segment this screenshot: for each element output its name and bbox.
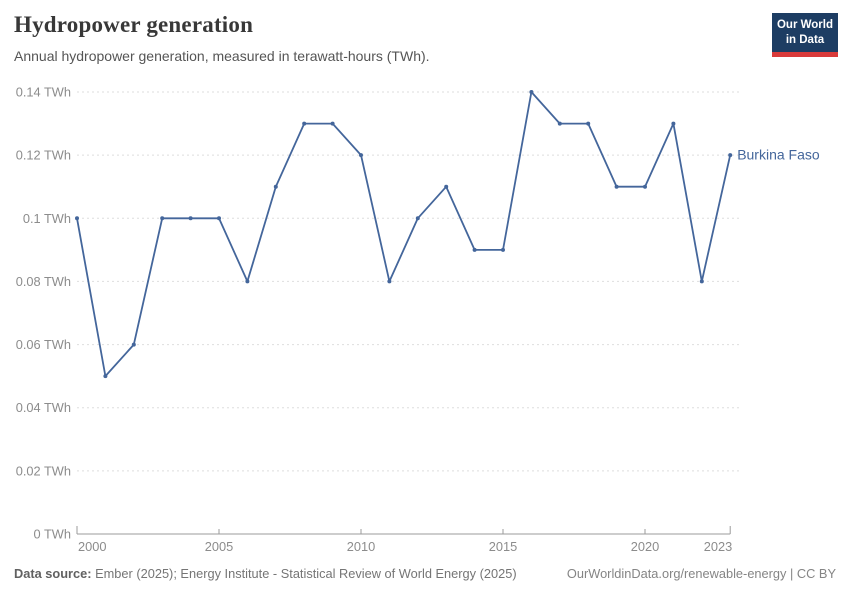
data-point[interactable] bbox=[217, 216, 221, 221]
x-axis: 2000 2005 2010 2015 2020 2023 bbox=[76, 526, 732, 554]
y-tick-label: 0.14 TWh bbox=[16, 85, 71, 100]
data-point[interactable] bbox=[188, 216, 193, 221]
data-point[interactable] bbox=[415, 216, 420, 221]
owid-logo-line2: in Data bbox=[785, 33, 825, 46]
chart-subtitle: Annual hydropower generation, measured i… bbox=[14, 48, 430, 64]
data-point[interactable] bbox=[671, 121, 676, 126]
data-point[interactable] bbox=[103, 374, 108, 379]
x-tick-label: 2005 bbox=[205, 539, 233, 554]
y-tick-label: 0.12 TWh bbox=[16, 148, 71, 163]
x-tick-label: 2010 bbox=[347, 539, 375, 554]
y-tick-label: 0.1 TWh bbox=[23, 211, 71, 226]
data-point[interactable] bbox=[699, 279, 704, 284]
data-point[interactable] bbox=[359, 153, 363, 158]
y-tick-label: 0.04 TWh bbox=[16, 400, 71, 415]
data-point[interactable] bbox=[302, 121, 307, 126]
page-title: Hydropower generation bbox=[14, 12, 254, 37]
data-source-text: Ember (2025); Energy Institute - Statist… bbox=[91, 566, 517, 581]
data-point[interactable] bbox=[330, 121, 335, 126]
data-point[interactable] bbox=[160, 216, 165, 221]
data-point[interactable] bbox=[472, 247, 477, 252]
y-tick-label: 0 TWh bbox=[34, 527, 71, 542]
data-point[interactable] bbox=[131, 342, 136, 347]
series-line[interactable] bbox=[76, 91, 732, 378]
y-tick-label: 0.02 TWh bbox=[16, 463, 71, 478]
chart-footer: Data source: Ember (2025); Energy Instit… bbox=[14, 566, 836, 586]
data-point[interactable] bbox=[387, 279, 392, 284]
owid-logo: Our World in Data bbox=[772, 13, 838, 57]
data-point[interactable] bbox=[529, 90, 534, 94]
data-point[interactable] bbox=[75, 216, 79, 221]
y-tick-label: 0.06 TWh bbox=[16, 337, 71, 352]
owid-logo-line1: Our World bbox=[776, 19, 833, 31]
data-point[interactable] bbox=[586, 121, 591, 126]
citation-link[interactable]: OurWorldinData.org/renewable-energy | CC… bbox=[566, 566, 836, 581]
y-tick-label: 0.08 TWh bbox=[16, 274, 71, 289]
data-source-label: Data source: bbox=[14, 566, 92, 581]
x-tick-label: 2000 bbox=[78, 539, 106, 554]
y-gridlines bbox=[77, 91, 742, 472]
data-point[interactable] bbox=[444, 184, 449, 189]
data-source-note: Data source: Ember (2025); Energy Instit… bbox=[14, 566, 517, 586]
x-tick-label: 2015 bbox=[489, 539, 517, 554]
data-point[interactable] bbox=[501, 247, 505, 252]
data-point[interactable] bbox=[643, 184, 647, 189]
y-axis-labels: 0 TWh 0.02 TWh 0.04 TWh 0.06 TWh 0.08 TWh 0.1… bbox=[16, 85, 71, 542]
x-tick-label: 2020 bbox=[631, 539, 659, 554]
data-point[interactable] bbox=[614, 184, 619, 189]
line-chart[interactable]: 0 TWh 0.02 TWh 0.04 TWh 0.06 TWh 0.08 TWh 0.1… bbox=[0, 80, 850, 558]
data-point[interactable] bbox=[273, 184, 278, 189]
entity-label[interactable]: Burkina Faso bbox=[737, 147, 820, 163]
data-point[interactable] bbox=[728, 153, 733, 158]
data-point[interactable] bbox=[245, 279, 250, 284]
data-point[interactable] bbox=[557, 121, 562, 126]
series-markers bbox=[75, 90, 733, 379]
x-tick-label: 2023 bbox=[704, 539, 732, 554]
